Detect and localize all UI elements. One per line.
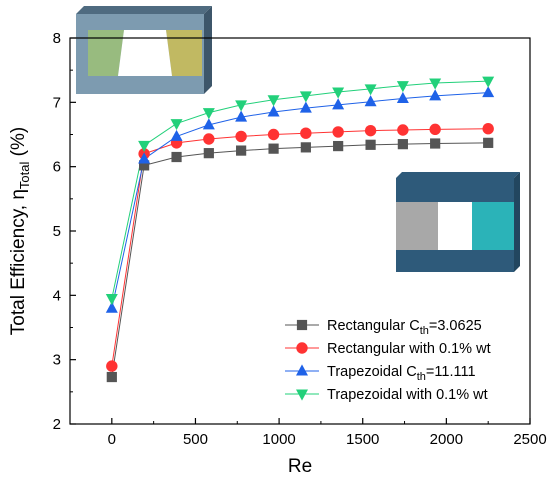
x-tick-label: 1000 [262, 431, 295, 448]
series-3-point [429, 89, 442, 101]
series-1-point [483, 137, 494, 148]
inset-trapezoid-left [88, 30, 124, 76]
series-2-point [203, 133, 215, 145]
series-2-point [364, 124, 377, 137]
series-3-point [299, 101, 312, 113]
series-3-point [364, 95, 377, 107]
legend-4-marker [296, 389, 308, 401]
axes: 0 500 1000 1500 2000 2500 2 3 4 5 6 7 8 [53, 30, 547, 448]
series-4-point [202, 108, 215, 120]
legend-2-marker [296, 342, 308, 354]
inset-frame-side [514, 172, 520, 272]
series-4-line [111, 80, 489, 299]
y-tick-label: 6 [53, 159, 61, 176]
series-3-point [202, 118, 215, 130]
series-4-point [429, 78, 442, 90]
series-3-point [170, 129, 183, 141]
legend-1-marker [296, 319, 308, 331]
legend-4-label: Trapezoidal with 0.1% wt [327, 387, 488, 403]
y-axis-title-subscript: Total [17, 162, 32, 190]
inset-trapezoid-right [166, 30, 202, 76]
series-markers [105, 76, 495, 383]
series-4-point [299, 91, 312, 103]
inset-channel-opening [118, 30, 172, 76]
series-2-point [482, 123, 494, 135]
series-4-point [138, 140, 151, 153]
series-1-point [333, 140, 344, 152]
series-4-point [482, 76, 495, 88]
series-1-point [300, 142, 311, 153]
trapezoidal-channel-inset [76, 6, 212, 94]
series-4-point [105, 294, 118, 306]
series-2-point [267, 128, 280, 141]
series-1-point [106, 371, 117, 383]
x-tick-label: 1500 [346, 431, 379, 448]
x-tick-label: 500 [183, 431, 208, 448]
x-tick-label: 0 [108, 431, 116, 448]
legend: Rectangular Cth=3.0625 Rectangular with 0… [285, 318, 491, 403]
y-tick-label: 3 [53, 352, 61, 369]
series-3-point [482, 86, 495, 98]
series-2-point [235, 130, 247, 143]
x-tick-label: 2500 [513, 431, 546, 448]
series-1-point [139, 160, 150, 171]
inset-frame-side [204, 6, 212, 94]
inset-channel-opening [438, 202, 472, 250]
series-1-point [203, 148, 214, 159]
legend-3-label: Trapezoidal Cth=11.111 [327, 364, 476, 383]
series-3-point [332, 98, 345, 110]
series-3-point [396, 91, 409, 103]
legend-3-marker [296, 364, 308, 376]
series-3-point [267, 105, 280, 117]
y-axis-title-main: Total Efficiency, η [8, 189, 29, 335]
series-2-point [332, 126, 344, 138]
series-3-point [138, 152, 151, 164]
rectangular-channel-inset [396, 172, 520, 272]
y-tick-label: 7 [53, 94, 61, 111]
x-tick-label: 2000 [430, 431, 463, 448]
inset-frame-top [76, 6, 212, 14]
legend-2-label: Rectangular with 0.1% wt [327, 341, 491, 357]
series-1-point [171, 151, 182, 163]
series-2-point [106, 360, 118, 372]
series-1-point [365, 139, 376, 150]
series-1-line [111, 142, 489, 378]
legend-1-label: Rectangular Cth=3.0625 [327, 318, 482, 337]
series-4-point [396, 81, 409, 93]
series-4-point [364, 84, 377, 96]
y-tick-label: 8 [53, 30, 61, 47]
series-2-point [429, 123, 441, 136]
y-tick-label: 2 [53, 416, 61, 433]
series-1-point [236, 145, 247, 156]
series-1-point [268, 143, 279, 154]
y-axis-title-unit: (%) [8, 127, 29, 162]
y-tick-label: 4 [53, 287, 61, 304]
x-axis-title: Re [288, 456, 312, 477]
series-4-point [170, 119, 183, 131]
series-4-point [332, 87, 345, 99]
series-1-point [430, 138, 441, 149]
series-2-point [397, 124, 409, 136]
y-axis-title: Total Efficiency, ηTotal (%) [8, 127, 32, 335]
inset-rect-left [396, 202, 438, 250]
series-3-point [105, 301, 118, 313]
series-4-point [267, 95, 280, 107]
y-tick-label: 5 [53, 223, 61, 240]
series-2-point [300, 127, 312, 139]
inset-rect-right [472, 202, 514, 250]
series-4-point [235, 100, 248, 112]
series-1-point [397, 139, 408, 150]
inset-frame-top [396, 172, 520, 178]
series-3-point [235, 110, 248, 122]
